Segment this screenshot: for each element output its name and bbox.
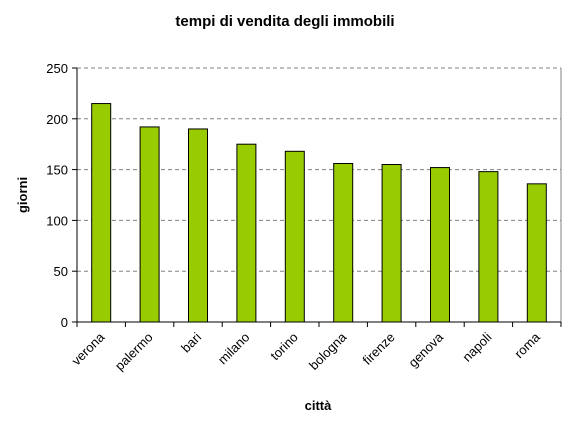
- plot-area: 0 50 100 150 200 250 verona palermo bari milano to…: [46, 61, 562, 374]
- bar-milano: [236, 143, 257, 323]
- bar-genova: [430, 167, 450, 323]
- bar-bari: [188, 128, 208, 323]
- bar-torino: [284, 150, 305, 323]
- x-tick-label: verona: [69, 329, 108, 368]
- x-tick-label: bologna: [306, 329, 350, 373]
- y-axis-label: giorni: [15, 177, 30, 213]
- chart-title: tempi di vendita degli immobili: [175, 13, 394, 30]
- y-tick-label: 150: [46, 163, 68, 178]
- x-tick-label: palermo: [112, 330, 156, 374]
- x-tick-label: firenze: [360, 330, 398, 368]
- x-tick-label: torino: [267, 330, 301, 364]
- bar-firenze: [381, 164, 402, 323]
- x-tick-label: milano: [215, 330, 253, 368]
- y-tick-label: 0: [61, 315, 68, 330]
- bar-palermo: [139, 126, 160, 323]
- x-axis-label: città: [305, 398, 333, 413]
- x-tick-label: roma: [511, 329, 543, 361]
- bar-verona: [91, 103, 112, 323]
- x-tick-label: bari: [178, 329, 204, 355]
- y-tick-label: 250: [46, 61, 68, 76]
- x-tick-label: genova: [405, 329, 446, 370]
- bar-napoli: [478, 171, 499, 323]
- bar-roma: [526, 183, 547, 323]
- x-tick-label: napoli: [459, 329, 494, 364]
- y-tick-label: 200: [46, 112, 68, 127]
- bar-bologna: [333, 163, 354, 323]
- y-tick-label: 100: [46, 213, 68, 228]
- y-tick-label: 50: [54, 264, 68, 279]
